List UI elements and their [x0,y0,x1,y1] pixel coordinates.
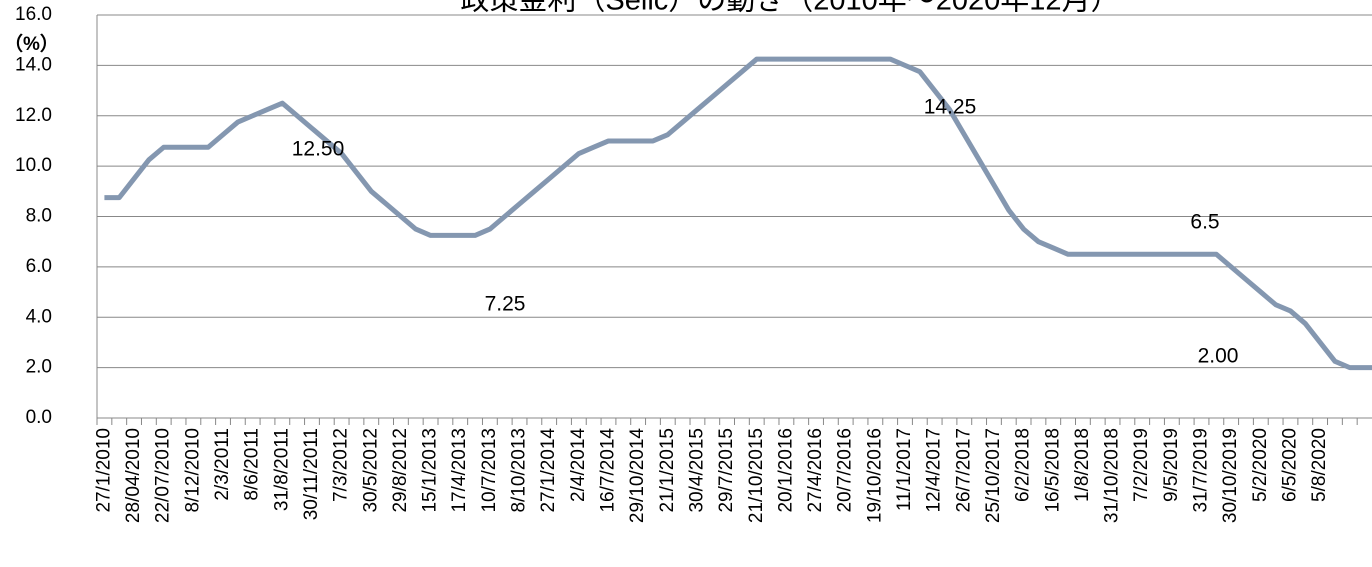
x-tick-label: 31/7/2019 [1191,428,1212,513]
x-tick-label: 8/12/2010 [182,428,203,513]
x-tick-label: 21/1/2015 [657,428,678,513]
y-tick-label: 12.0 [15,105,52,126]
x-tick-label: 20/7/2016 [835,428,856,513]
annotation: 14.25 [924,96,977,119]
y-tick-label: 2.0 [26,357,52,378]
x-tick-label: 9/5/2019 [1161,428,1182,502]
x-tick-label: 7/3/2012 [331,428,352,502]
y-axis-label: （%） [4,32,59,55]
y-tick-label: 6.0 [26,256,52,277]
x-tick-label: 30/4/2015 [686,428,707,513]
x-tick-label: 30/11/2011 [301,428,322,520]
x-tick-label: 10/7/2013 [479,428,500,513]
annotation: 12.50 [292,138,345,161]
x-tick-label: 30/10/2019 [1220,428,1241,523]
x-tick-label: 27/4/2016 [805,428,826,513]
x-tick-label: 28/04/2010 [123,428,144,523]
x-tick-label: 27/1/2010 [93,428,114,513]
chart-title: 政策金利（Selic）の動き（2010年～2020年12月） [460,0,1119,17]
x-tick-label: 15/1/2013 [420,428,441,513]
x-tick-label: 12/4/2017 [924,428,945,513]
x-tick-label: 8/6/2011 [242,428,263,501]
x-tick-label: 7/2/2019 [1131,428,1152,502]
x-tick-label: 29/7/2015 [716,428,737,513]
x-tick-label: 29/8/2012 [390,428,411,513]
x-tick-label: 5/8/2020 [1309,428,1330,502]
x-tick-label: 31/10/2018 [1102,428,1123,523]
y-tick-label: 4.0 [26,306,52,327]
x-tick-label: 6/5/2020 [1279,428,1300,502]
data-line [104,56,1372,371]
x-tick-label: 6/2/2018 [1013,428,1034,502]
annotation: 7.25 [485,293,526,316]
x-tick-label: 30/5/2012 [360,428,381,513]
x-tick-label: 22/07/2010 [153,428,174,523]
x-tick-label: 16/5/2018 [1042,428,1063,513]
x-tick-label: 31/8/2011 [271,428,292,511]
y-tick-label: 10.0 [15,155,52,176]
y-tick-label: 16.0 [15,4,52,25]
x-tick-label: 16/7/2014 [597,428,618,513]
x-tick-label: 8/10/2013 [509,428,530,513]
x-tick-label: 1/8/2018 [1072,428,1093,502]
y-tick-label: 0.0 [26,407,52,428]
x-tick-label: 27/1/2014 [538,428,559,513]
x-tick-label: 11/1/2017 [894,428,915,511]
annotation: 6.5 [1190,211,1219,234]
x-tick-label: 2/4/2014 [568,428,589,502]
x-tick-label: 19/10/2016 [864,428,885,523]
x-tick-label: 17/4/2013 [449,428,470,513]
x-tick-label: 25/10/2017 [983,428,1004,523]
annotation: 2.00 [1198,345,1239,368]
x-tick-label: 29/10/2014 [627,428,648,524]
x-tick-label: 5/2/2020 [1250,428,1271,502]
y-tick-label: 14.0 [15,54,52,75]
x-tick-label: 21/10/2015 [746,428,767,523]
y-tick-label: 8.0 [26,206,52,227]
x-tick-label: 26/7/2017 [953,428,974,513]
x-tick-label: 20/1/2016 [775,428,796,513]
x-tick-label: 2/3/2011 [212,428,233,501]
